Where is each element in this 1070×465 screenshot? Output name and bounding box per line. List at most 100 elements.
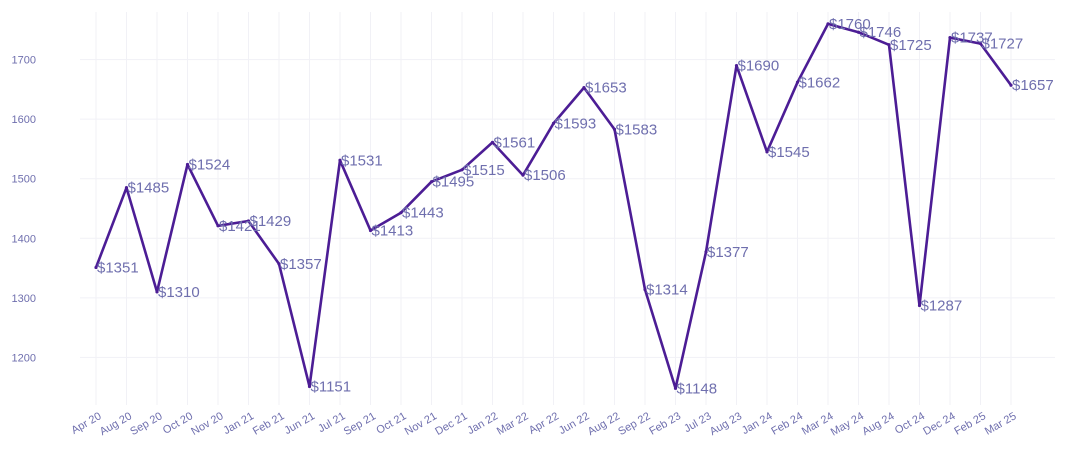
data-point: [185, 162, 190, 167]
data-point: [887, 43, 891, 47]
data-label: $1657: [1012, 77, 1054, 94]
data-label: $1561: [494, 134, 536, 151]
data-label: $1351: [97, 259, 139, 276]
series-layer: [94, 22, 1013, 390]
data-label: $1545: [768, 144, 810, 161]
data-label: $1495: [433, 174, 475, 191]
x-tick-label: Jan 22: [465, 410, 500, 437]
data-label: $1310: [158, 284, 200, 301]
x-tick-label: Oct 20: [161, 410, 195, 437]
x-tick-label: Oct 24: [893, 410, 927, 437]
data-point: [246, 219, 251, 223]
x-tick-label: Feb 24: [769, 410, 805, 438]
data-label: $1421: [219, 218, 261, 235]
data-label-layer: $1351 $1485 $1310 $1524 $1421$1429 $1357 $1151…: [97, 16, 1054, 397]
data-point: [826, 22, 830, 26]
data-point: [368, 228, 373, 233]
data-point: [338, 158, 342, 162]
data-point: [917, 303, 922, 308]
data-point: [277, 262, 281, 266]
data-label: $1725: [890, 37, 932, 54]
data-point: [795, 80, 800, 84]
x-tick-label: Aug 22: [586, 410, 622, 438]
data-point: [216, 224, 220, 228]
x-tick-label: Aug 24: [860, 410, 896, 438]
x-tick-label: Dec 24: [921, 410, 957, 438]
x-tick-label: Jul 23: [682, 410, 713, 435]
data-point: [673, 386, 678, 390]
x-tick-label: May 24: [829, 410, 866, 438]
x-tick-label: Apr 22: [527, 410, 561, 437]
data-label: $1413: [372, 223, 414, 240]
x-tick-label: Mar 25: [983, 410, 1019, 438]
x-tick-label: Nov 20: [189, 410, 225, 438]
data-label: $1593: [555, 115, 597, 132]
data-label: $1357: [280, 256, 322, 273]
data-point: [643, 287, 647, 292]
data-label: $1662: [799, 74, 841, 91]
y-tick-label: 1300: [12, 293, 36, 305]
x-tick-label: Jan 21: [221, 410, 256, 437]
y-axis: 1200 1300 1400 1500 1600 1700: [12, 55, 36, 365]
x-tick-label: Mar 24: [800, 410, 836, 438]
y-tick-label: 1200: [12, 352, 36, 364]
x-tick-label: Sep 20: [128, 410, 164, 438]
data-point: [429, 180, 434, 184]
x-tick-label: Jul 21: [316, 410, 347, 435]
data-point: [460, 168, 464, 172]
x-tick-label: Feb 25: [952, 410, 988, 438]
data-point: [734, 63, 739, 68]
data-point: [612, 127, 617, 131]
data-label: $1583: [616, 121, 658, 138]
data-point: [124, 186, 129, 190]
data-label: $1506: [524, 167, 566, 184]
data-point: [856, 30, 861, 34]
x-tick-label: Feb 21: [251, 410, 287, 438]
data-label: $1443: [402, 205, 444, 222]
x-tick-label: Nov 21: [403, 410, 439, 438]
grid-layer: [80, 12, 1055, 405]
data-label: $1314: [646, 281, 688, 298]
data-point: [1009, 83, 1013, 87]
data-label: $1485: [128, 180, 170, 197]
data-point: [582, 86, 586, 90]
x-tick-label: Aug 20: [98, 410, 134, 438]
data-point: [94, 265, 98, 270]
data-label: $1737: [951, 30, 993, 47]
data-label: $1377: [707, 244, 749, 261]
x-tick-label: Sep 21: [342, 410, 378, 438]
x-tick-label: Dec 21: [433, 410, 469, 438]
data-label: $1524: [189, 156, 231, 173]
data-point: [948, 36, 952, 40]
data-label: $1287: [921, 298, 963, 315]
y-tick-label: 1700: [12, 55, 36, 67]
data-point: [399, 211, 403, 215]
data-label: $1690: [738, 58, 780, 75]
x-tick-label: Jun 22: [557, 410, 592, 437]
y-tick-label: 1500: [12, 174, 36, 186]
x-tick-label: Oct 21: [374, 410, 408, 437]
data-point: [307, 384, 312, 389]
data-point: [155, 290, 159, 294]
data-label: $1746: [860, 24, 902, 41]
data-label: $1429: [250, 213, 292, 230]
data-point: [704, 250, 708, 254]
data-label: $1515: [463, 162, 505, 179]
x-tick-label: Sep 22: [616, 410, 652, 438]
x-tick-label: Jan 24: [740, 410, 775, 437]
data-label: $1151: [311, 379, 352, 396]
data-label: $1531: [341, 152, 383, 169]
data-label: $1653: [585, 80, 627, 97]
data-label: $1760: [829, 16, 871, 33]
data-point: [521, 173, 525, 177]
data-label: $1148: [677, 380, 718, 397]
x-tick-label: Aug 23: [708, 410, 744, 438]
data-point: [490, 140, 495, 145]
data-label: $1727: [982, 36, 1024, 53]
x-tick-label: Feb 23: [647, 410, 683, 438]
y-tick-label: 1400: [12, 233, 36, 245]
x-tick-label: Mar 22: [495, 410, 531, 438]
